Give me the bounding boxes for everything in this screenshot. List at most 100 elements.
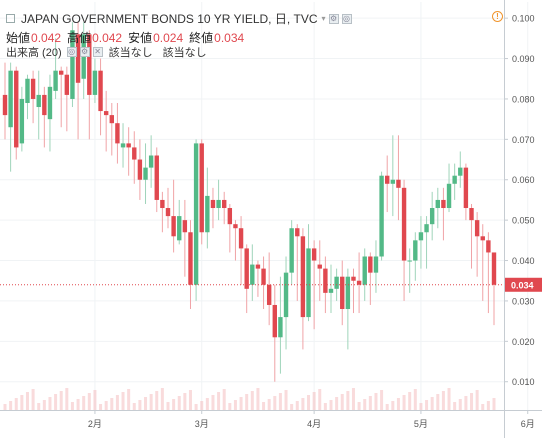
gear-icon[interactable]: ⚙ <box>79 47 90 57</box>
candle-body <box>390 179 396 184</box>
chevron-down-icon[interactable]: ▾ <box>321 14 326 23</box>
volume-bar <box>127 389 131 410</box>
volume-bar <box>267 399 271 410</box>
volume-bar <box>323 403 327 410</box>
volume-bar <box>82 396 86 410</box>
candle-body <box>463 167 469 209</box>
candle-body <box>345 276 351 310</box>
candle-body <box>261 268 266 285</box>
title-row: JAPAN GOVERNMENT BONDS 10 YR YIELD, 日, T… <box>6 10 352 27</box>
candle-body <box>278 317 283 338</box>
low-value: 0.024 <box>153 30 184 45</box>
volume-bar <box>425 400 429 410</box>
last-price-label: 0.034 <box>511 280 534 290</box>
volume-bar <box>144 397 148 410</box>
candle-body <box>177 216 182 241</box>
high-label: 高値 <box>67 31 92 45</box>
candle-body <box>120 143 126 148</box>
candle-body <box>87 34 92 95</box>
candle-body <box>429 208 435 225</box>
candle-body <box>368 256 373 273</box>
settings-icon[interactable]: ⚙ <box>328 13 339 24</box>
candle-body <box>266 284 272 305</box>
collapse-icon[interactable] <box>6 14 15 23</box>
volume-bar <box>132 403 136 410</box>
y-tick-label: 0.060 <box>512 175 535 185</box>
volume-bar <box>217 392 221 410</box>
volume-bar <box>172 399 176 410</box>
volume-bar <box>177 396 181 410</box>
candle-body <box>143 167 148 180</box>
volume-bar <box>402 395 406 410</box>
volume-bar <box>273 396 277 410</box>
candle-body <box>362 256 367 285</box>
volume-bar <box>441 391 445 410</box>
y-tick-label: 0.080 <box>512 94 535 104</box>
candle-body <box>424 224 429 233</box>
candle-body <box>407 260 412 262</box>
candle-body <box>356 280 362 285</box>
candle-body <box>109 115 114 124</box>
volume-bar <box>228 403 232 410</box>
candle-body <box>255 264 261 269</box>
volume-bar <box>351 388 355 410</box>
candle-body <box>36 94 41 108</box>
volume-bar <box>312 392 316 410</box>
candle-body <box>244 248 249 289</box>
volume-bar <box>65 388 69 410</box>
volume-bar <box>160 388 164 410</box>
volume-bar <box>70 402 74 410</box>
volume-bar <box>93 390 97 410</box>
volume-bar <box>3 404 7 410</box>
candle-body <box>317 264 322 269</box>
candle-body <box>75 34 81 83</box>
candle-body <box>103 111 109 116</box>
candle-body <box>238 228 244 249</box>
candle-body <box>165 208 171 217</box>
low-label: 安値 <box>128 31 153 45</box>
chart-title: JAPAN GOVERNMENT BONDS 10 YR YIELD, 日, T… <box>21 12 318 26</box>
volume-bar <box>436 394 440 410</box>
candle-body <box>300 236 306 318</box>
candle-body <box>42 94 47 116</box>
candle-body <box>446 183 452 209</box>
candle-body <box>441 199 446 209</box>
volume-bar <box>121 392 125 410</box>
volume-bar <box>20 395 24 410</box>
candle-body <box>418 232 424 241</box>
candle-body <box>222 199 227 209</box>
volume-bar <box>307 395 311 410</box>
close-label: 終値 <box>189 31 214 45</box>
hide-icon[interactable]: ◎ <box>341 13 352 24</box>
volume-bar <box>115 395 119 410</box>
candle-body <box>435 199 440 209</box>
volume-bar <box>48 397 52 410</box>
volume-bar <box>54 394 58 410</box>
candle-body <box>413 240 418 261</box>
x-tick-label: 5月 <box>414 419 428 429</box>
candle-body <box>160 199 165 209</box>
volume-bar <box>464 396 468 410</box>
volume-bar <box>250 391 254 410</box>
close-icon[interactable]: ✕ <box>92 47 103 57</box>
volume-bar <box>149 394 153 410</box>
x-tick-label: 6月 <box>521 419 535 429</box>
open-value: 0.042 <box>31 30 62 45</box>
y-tick-label: 0.040 <box>512 256 535 266</box>
volume-row: 出来高 (20) ◎ ⚙ ✕ 該当なし 該当なし <box>6 44 207 60</box>
high-value: 0.042 <box>92 30 123 45</box>
volume-bar <box>486 401 490 410</box>
volume-bar <box>329 400 333 410</box>
candle-body <box>351 276 356 281</box>
volume-bar <box>42 400 46 410</box>
candle-body <box>2 94 8 116</box>
warning-icon[interactable]: ! <box>492 11 503 22</box>
candle-body <box>14 70 19 148</box>
volume-bar <box>25 392 29 410</box>
last-price-box <box>505 277 542 292</box>
volume-bar <box>470 393 474 410</box>
volume-bar <box>408 392 412 410</box>
eye-icon[interactable]: ◎ <box>66 47 77 57</box>
